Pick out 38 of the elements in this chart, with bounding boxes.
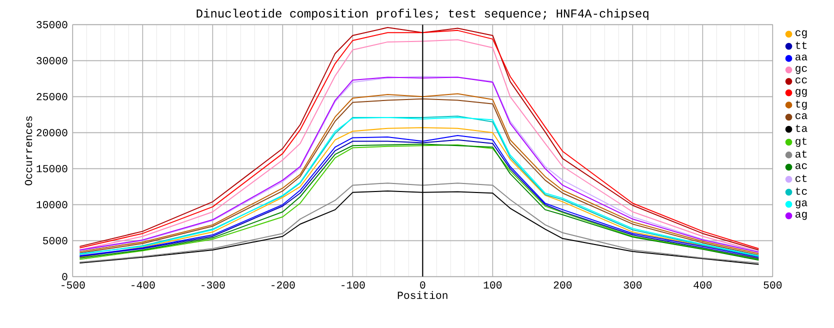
legend-label: ca (796, 113, 808, 120)
legend-label: tt (796, 42, 807, 49)
y-tick-label: 5000 (43, 237, 68, 244)
legend-label: cc (796, 78, 807, 84)
y-tick-label: 0 (62, 273, 68, 280)
x-tick-label: -500 (62, 281, 85, 289)
y-tick-label: 10000 (36, 201, 68, 208)
y-tick-label: 30000 (36, 57, 68, 64)
y-tick-label: 25000 (36, 93, 68, 100)
y-tick-label: 20000 (36, 129, 68, 136)
legend-label: ct (796, 174, 807, 182)
y-tick-label: 35000 (36, 21, 68, 28)
x-tick-label: -400 (132, 281, 155, 289)
y-axis-title: Occurrences (24, 116, 32, 186)
x-tick-label: 100 (484, 281, 502, 289)
x-tick-label: -200 (272, 281, 295, 289)
x-tick-label: 200 (554, 281, 572, 289)
legend-label: ac (796, 163, 807, 170)
x-tick-label: -100 (342, 281, 365, 289)
legend-label: cg (796, 30, 807, 38)
legend-label: tg (796, 100, 807, 110)
x-axis-title: Position (398, 291, 448, 299)
y-tick-label: 15000 (36, 165, 68, 172)
legend-label: gc (796, 66, 807, 74)
legend-label: aa (796, 54, 808, 60)
legend-label: at (796, 150, 807, 158)
x-tick-label: 300 (624, 281, 642, 289)
legend-label: ga (796, 200, 808, 208)
x-tick-label: -300 (202, 281, 225, 289)
x-tick-label: 500 (764, 281, 782, 289)
x-tick-label: 400 (694, 281, 712, 289)
legend-label: tc (796, 188, 807, 195)
x-tick-label: 0 (420, 281, 426, 289)
legend-label: ag (796, 212, 807, 220)
legend-label: ta (796, 124, 808, 132)
legend-label: gg (796, 88, 807, 97)
chart-title: Dinucleotide composition profiles; test sequence; HNF4A-chipseq (196, 8, 648, 20)
legend-label: gt (796, 138, 807, 147)
